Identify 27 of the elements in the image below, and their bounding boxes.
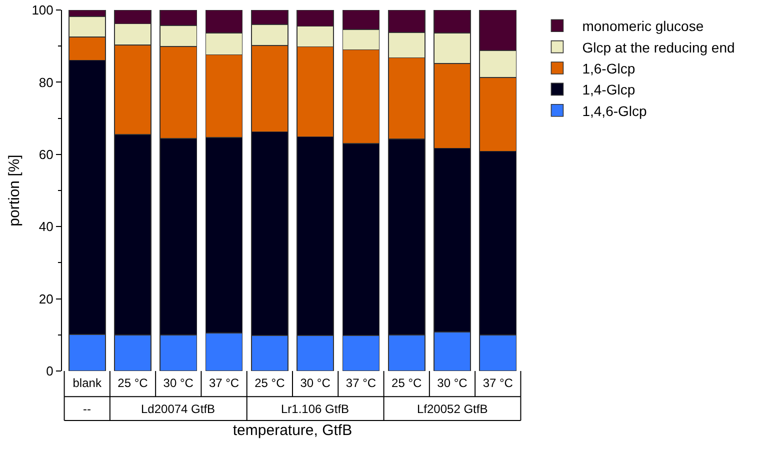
legend-label: monomeric glucose — [582, 18, 704, 34]
y-tick-label: 60 — [38, 146, 54, 162]
y-tick-label: 80 — [38, 74, 54, 90]
text: Ld20074 GtfB — [141, 402, 216, 416]
x-tick-label: 25 °C — [392, 376, 422, 390]
legend-label: 1,4-Glcp — [582, 82, 636, 98]
x-tick-label: 30 °C — [300, 376, 331, 390]
legend-label: Glcp at the reducing end — [582, 39, 735, 56]
x-tick-label: 37 °C — [208, 376, 240, 390]
y-tick-label: 40 — [38, 219, 54, 234]
y-axis-title: portion [%] — [6, 154, 23, 226]
x-tick-label: 30 °C — [437, 376, 468, 390]
legend-label: 1,4,6-Glcp — [582, 102, 648, 119]
text: Lf20052 GtfB — [417, 402, 488, 416]
text: Lr1.106 GtfB — [281, 402, 350, 416]
x-tick-label: 30 °C — [163, 376, 194, 390]
x-tick-label: 25 °C — [118, 376, 148, 390]
y-tick-label: 0 — [46, 364, 54, 379]
legend-label: 1,6-Glcp — [582, 60, 636, 76]
x-axis-title: temperature, GtfB — [232, 422, 352, 439]
x-tick-label: 25 °C — [254, 376, 286, 390]
x-tick-label: 37 °C — [482, 376, 514, 390]
x-tick-label: blank — [72, 376, 102, 390]
text: -- — [83, 402, 91, 416]
x-tick-label: 37 °C — [346, 376, 376, 390]
y-tick-label: 100 — [32, 2, 54, 18]
y-tick-label: 20 — [38, 291, 54, 306]
